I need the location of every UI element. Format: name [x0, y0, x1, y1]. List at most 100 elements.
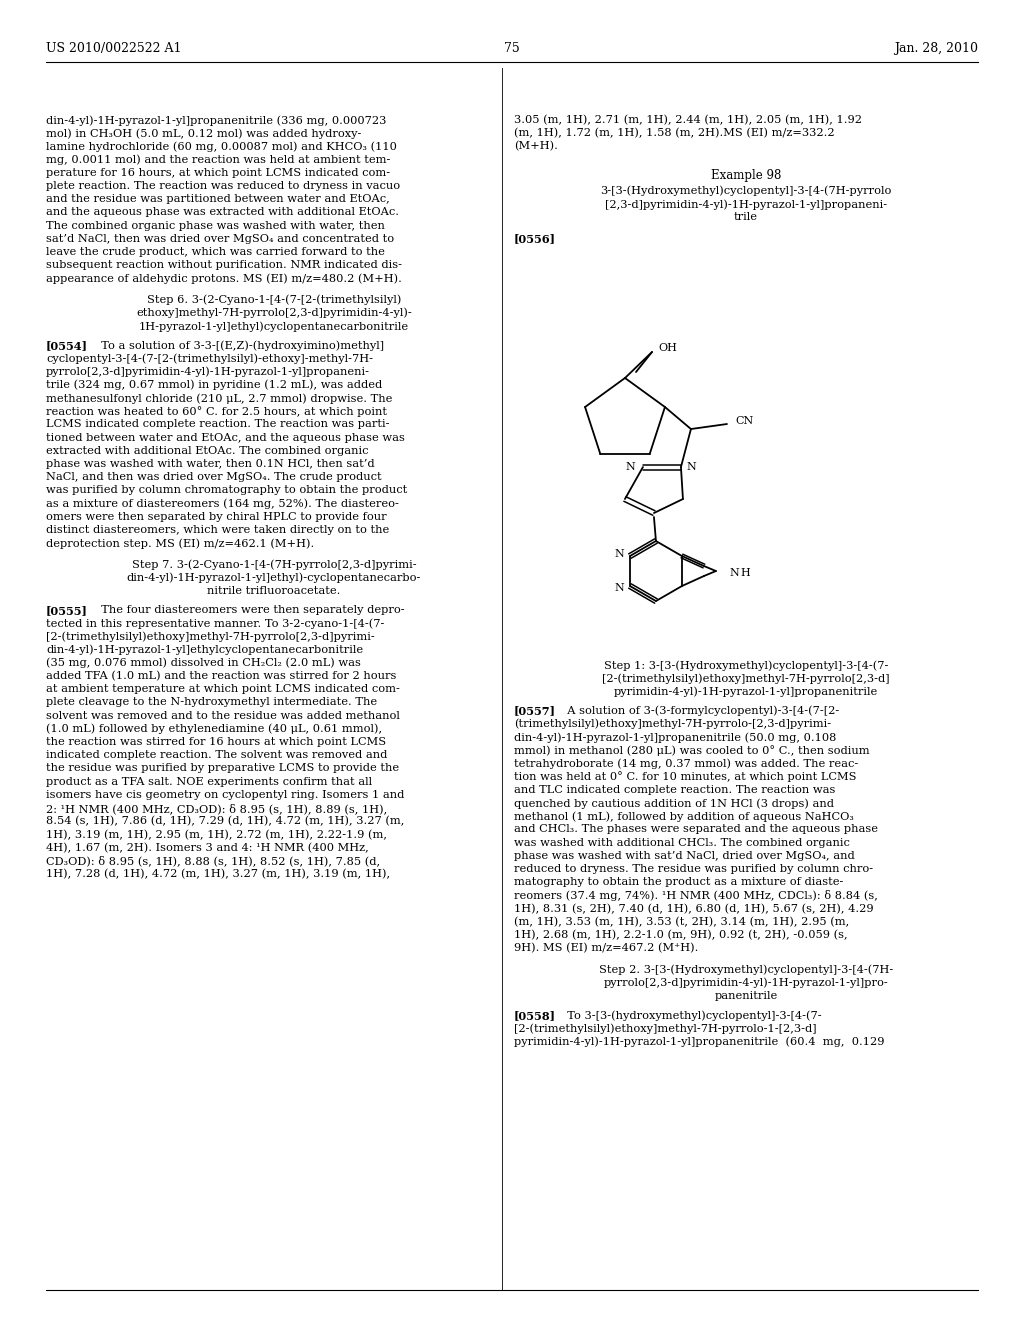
- Text: (35 mg, 0.076 mmol) dissolved in CH₂Cl₂ (2.0 mL) was: (35 mg, 0.076 mmol) dissolved in CH₂Cl₂ …: [46, 657, 360, 668]
- Text: indicated complete reaction. The solvent was removed and: indicated complete reaction. The solvent…: [46, 750, 387, 760]
- Text: din-4-yl)-1H-pyrazol-1-yl]ethylcyclopentanecarbonitrile: din-4-yl)-1H-pyrazol-1-yl]ethylcyclopent…: [46, 644, 364, 655]
- Text: quenched by cautious addition of 1N HCl (3 drops) and: quenched by cautious addition of 1N HCl …: [514, 799, 834, 809]
- Text: [0555]: [0555]: [46, 605, 88, 616]
- Text: the reaction was stirred for 16 hours at which point LCMS: the reaction was stirred for 16 hours at…: [46, 737, 386, 747]
- Text: ethoxy]methyl-7H-pyrrolo[2,3-d]pyrimidin-4-yl)-: ethoxy]methyl-7H-pyrrolo[2,3-d]pyrimidin…: [136, 308, 412, 318]
- Text: Step 2. 3-[3-(Hydroxymethyl)cyclopentyl]-3-[4-(7H-: Step 2. 3-[3-(Hydroxymethyl)cyclopentyl]…: [599, 965, 893, 975]
- Text: added TFA (1.0 mL) and the reaction was stirred for 2 hours: added TFA (1.0 mL) and the reaction was …: [46, 671, 396, 681]
- Text: Jan. 28, 2010: Jan. 28, 2010: [894, 42, 978, 55]
- Text: din-4-yl)-1H-pyrazol-1-yl]propanenitrile (336 mg, 0.000723: din-4-yl)-1H-pyrazol-1-yl]propanenitrile…: [46, 115, 386, 125]
- Text: 2: ¹H NMR (400 MHz, CD₃OD): δ 8.95 (s, 1H), 8.89 (s, 1H),: 2: ¹H NMR (400 MHz, CD₃OD): δ 8.95 (s, 1…: [46, 803, 387, 814]
- Text: Example 98: Example 98: [711, 169, 781, 182]
- Text: CN: CN: [735, 416, 754, 426]
- Text: perature for 16 hours, at which point LCMS indicated com-: perature for 16 hours, at which point LC…: [46, 168, 390, 178]
- Text: 1H), 3.19 (m, 1H), 2.95 (m, 1H), 2.72 (m, 1H), 2.22-1.9 (m,: 1H), 3.19 (m, 1H), 2.95 (m, 1H), 2.72 (m…: [46, 829, 387, 840]
- Text: as a mixture of diastereomers (164 mg, 52%). The diastereo-: as a mixture of diastereomers (164 mg, 5…: [46, 499, 399, 510]
- Text: mol) in CH₃OH (5.0 mL, 0.12 mol) was added hydroxy-: mol) in CH₃OH (5.0 mL, 0.12 mol) was add…: [46, 128, 361, 139]
- Text: To 3-[3-(hydroxymethyl)cyclopentyl]-3-[4-(7-: To 3-[3-(hydroxymethyl)cyclopentyl]-3-[4…: [560, 1010, 821, 1020]
- Text: 8.54 (s, 1H), 7.86 (d, 1H), 7.29 (d, 1H), 4.72 (m, 1H), 3.27 (m,: 8.54 (s, 1H), 7.86 (d, 1H), 7.29 (d, 1H)…: [46, 816, 404, 826]
- Text: tetrahydroborate (14 mg, 0.37 mmol) was added. The reac-: tetrahydroborate (14 mg, 0.37 mmol) was …: [514, 759, 858, 770]
- Text: tion was held at 0° C. for 10 minutes, at which point LCMS: tion was held at 0° C. for 10 minutes, a…: [514, 772, 856, 783]
- Text: (m, 1H), 1.72 (m, 1H), 1.58 (m, 2H).MS (EI) m/z=332.2: (m, 1H), 1.72 (m, 1H), 1.58 (m, 2H).MS (…: [514, 128, 835, 139]
- Text: and TLC indicated complete reaction. The reaction was: and TLC indicated complete reaction. The…: [514, 785, 836, 795]
- Text: pyrrolo[2,3-d]pyrimidin-4-yl)-1H-pyrazol-1-yl]pro-: pyrrolo[2,3-d]pyrimidin-4-yl)-1H-pyrazol…: [603, 978, 889, 989]
- Text: trile: trile: [734, 213, 758, 222]
- Text: extracted with additional EtOAc. The combined organic: extracted with additional EtOAc. The com…: [46, 446, 369, 455]
- Text: [2-(trimethylsilyl)ethoxy]methyl-7H-pyrrolo-1-[2,3-d]: [2-(trimethylsilyl)ethoxy]methyl-7H-pyrr…: [514, 1023, 816, 1034]
- Text: 1H-pyrazol-1-yl]ethyl)cyclopentanecarbonitrile: 1H-pyrazol-1-yl]ethyl)cyclopentanecarbon…: [139, 321, 409, 331]
- Text: N: N: [614, 583, 624, 593]
- Text: [2-(trimethylsilyl)ethoxy]methyl-7H-pyrrolo[2,3-d]pyrimi-: [2-(trimethylsilyl)ethoxy]methyl-7H-pyrr…: [46, 631, 375, 642]
- Text: A solution of 3-(3-formylcyclopentyl)-3-[4-(7-[2-: A solution of 3-(3-formylcyclopentyl)-3-…: [560, 706, 840, 717]
- Text: [0556]: [0556]: [514, 234, 556, 244]
- Text: at ambient temperature at which point LCMS indicated com-: at ambient temperature at which point LC…: [46, 684, 400, 694]
- Text: N: N: [626, 462, 635, 473]
- Text: deprotection step. MS (EI) m/z=462.1 (M+H).: deprotection step. MS (EI) m/z=462.1 (M+…: [46, 539, 314, 549]
- Text: panenitrile: panenitrile: [715, 991, 777, 1001]
- Text: and the residue was partitioned between water and EtOAc,: and the residue was partitioned between …: [46, 194, 390, 205]
- Text: cyclopentyl-3-[4-(7-[2-(trimethylsilyl)-ethoxy]-methyl-7H-: cyclopentyl-3-[4-(7-[2-(trimethylsilyl)-…: [46, 354, 373, 364]
- Text: [0558]: [0558]: [514, 1010, 556, 1020]
- Text: trile (324 mg, 0.67 mmol) in pyridine (1.2 mL), was added: trile (324 mg, 0.67 mmol) in pyridine (1…: [46, 380, 382, 391]
- Text: solvent was removed and to the residue was added methanol: solvent was removed and to the residue w…: [46, 710, 400, 721]
- Text: plete reaction. The reaction was reduced to dryness in vacuo: plete reaction. The reaction was reduced…: [46, 181, 400, 191]
- Text: 1H), 8.31 (s, 2H), 7.40 (d, 1H), 6.80 (d, 1H), 5.67 (s, 2H), 4.29: 1H), 8.31 (s, 2H), 7.40 (d, 1H), 6.80 (d…: [514, 904, 873, 913]
- Text: was purified by column chromatography to obtain the product: was purified by column chromatography to…: [46, 486, 408, 495]
- Text: 3-[3-(Hydroxymethyl)cyclopentyl]-3-[4-(7H-pyrrolo: 3-[3-(Hydroxymethyl)cyclopentyl]-3-[4-(7…: [600, 186, 892, 197]
- Text: phase was washed with water, then 0.1N HCl, then sat’d: phase was washed with water, then 0.1N H…: [46, 459, 375, 469]
- Text: product as a TFA salt. NOE experiments confirm that all: product as a TFA salt. NOE experiments c…: [46, 776, 372, 787]
- Text: leave the crude product, which was carried forward to the: leave the crude product, which was carri…: [46, 247, 385, 257]
- Text: 1H), 2.68 (m, 1H), 2.2-1.0 (m, 9H), 0.92 (t, 2H), -0.059 (s,: 1H), 2.68 (m, 1H), 2.2-1.0 (m, 9H), 0.92…: [514, 931, 848, 940]
- Text: [2,3-d]pyrimidin-4-yl)-1H-pyrazol-1-yl]propaneni-: [2,3-d]pyrimidin-4-yl)-1H-pyrazol-1-yl]p…: [605, 199, 887, 210]
- Text: tected in this representative manner. To 3-2-cyano-1-[4-(7-: tected in this representative manner. To…: [46, 618, 384, 628]
- Text: LCMS indicated complete reaction. The reaction was parti-: LCMS indicated complete reaction. The re…: [46, 420, 389, 429]
- Text: 3.05 (m, 1H), 2.71 (m, 1H), 2.44 (m, 1H), 2.05 (m, 1H), 1.92: 3.05 (m, 1H), 2.71 (m, 1H), 2.44 (m, 1H)…: [514, 115, 862, 125]
- Text: (M+H).: (M+H).: [514, 141, 558, 152]
- Text: 75: 75: [504, 42, 520, 55]
- Text: NaCl, and then was dried over MgSO₄. The crude product: NaCl, and then was dried over MgSO₄. The…: [46, 473, 382, 482]
- Text: methanol (1 mL), followed by addition of aqueous NaHCO₃: methanol (1 mL), followed by addition of…: [514, 812, 854, 822]
- Text: (1.0 mL) followed by ethylenediamine (40 μL, 0.61 mmol),: (1.0 mL) followed by ethylenediamine (40…: [46, 723, 382, 734]
- Text: subsequent reaction without purification. NMR indicated dis-: subsequent reaction without purification…: [46, 260, 402, 271]
- Text: Step 1: 3-[3-(Hydroxymethyl)cyclopentyl]-3-[4-(7-: Step 1: 3-[3-(Hydroxymethyl)cyclopentyl]…: [604, 660, 888, 671]
- Text: reaction was heated to 60° C. for 2.5 hours, at which point: reaction was heated to 60° C. for 2.5 ho…: [46, 407, 387, 417]
- Text: H: H: [740, 568, 750, 578]
- Text: N: N: [730, 568, 739, 578]
- Text: distinct diastereomers, which were taken directly on to the: distinct diastereomers, which were taken…: [46, 525, 389, 535]
- Text: lamine hydrochloride (60 mg, 0.00087 mol) and KHCO₃ (110: lamine hydrochloride (60 mg, 0.00087 mol…: [46, 141, 397, 152]
- Text: OH: OH: [658, 343, 677, 352]
- Text: [0557]: [0557]: [514, 706, 556, 717]
- Text: [0554]: [0554]: [46, 341, 88, 351]
- Text: pyrimidin-4-yl)-1H-pyrazol-1-yl]propanenitrile  (60.4  mg,  0.129: pyrimidin-4-yl)-1H-pyrazol-1-yl]propanen…: [514, 1036, 885, 1047]
- Text: Step 6. 3-(2-Cyano-1-[4-(7-[2-(trimethylsilyl): Step 6. 3-(2-Cyano-1-[4-(7-[2-(trimethyl…: [146, 294, 401, 305]
- Text: din-4-yl)-1H-pyrazol-1-yl]ethyl)-cyclopentanecarbo-: din-4-yl)-1H-pyrazol-1-yl]ethyl)-cyclope…: [127, 573, 421, 583]
- Text: mmol) in methanol (280 μL) was cooled to 0° C., then sodium: mmol) in methanol (280 μL) was cooled to…: [514, 746, 869, 756]
- Text: N: N: [687, 462, 696, 473]
- Text: (trimethylsilyl)ethoxy]methyl-7H-pyrrolo-[2,3-d]pyrimi-: (trimethylsilyl)ethoxy]methyl-7H-pyrrolo…: [514, 719, 831, 730]
- Text: Step 7. 3-(2-Cyano-1-[4-(7H-pyrrolo[2,3-d]pyrimi-: Step 7. 3-(2-Cyano-1-[4-(7H-pyrrolo[2,3-…: [132, 560, 417, 570]
- Text: nitrile trifluoroacetate.: nitrile trifluoroacetate.: [207, 586, 341, 595]
- Text: 4H), 1.67 (m, 2H). Isomers 3 and 4: ¹H NMR (400 MHz,: 4H), 1.67 (m, 2H). Isomers 3 and 4: ¹H N…: [46, 842, 369, 853]
- Text: and CHCl₃. The phases were separated and the aqueous phase: and CHCl₃. The phases were separated and…: [514, 825, 878, 834]
- Text: The combined organic phase was washed with water, then: The combined organic phase was washed wi…: [46, 220, 385, 231]
- Text: CD₃OD): δ 8.95 (s, 1H), 8.88 (s, 1H), 8.52 (s, 1H), 7.85 (d,: CD₃OD): δ 8.95 (s, 1H), 8.88 (s, 1H), 8.…: [46, 855, 380, 867]
- Text: pyrimidin-4-yl)-1H-pyrazol-1-yl]propanenitrile: pyrimidin-4-yl)-1H-pyrazol-1-yl]propanen…: [613, 686, 879, 697]
- Text: plete cleavage to the N-hydroxymethyl intermediate. The: plete cleavage to the N-hydroxymethyl in…: [46, 697, 377, 708]
- Text: tioned between water and EtOAc, and the aqueous phase was: tioned between water and EtOAc, and the …: [46, 433, 404, 442]
- Text: matography to obtain the product as a mixture of diaste-: matography to obtain the product as a mi…: [514, 878, 844, 887]
- Text: appearance of aldehydic protons. MS (EI) m/z=480.2 (M+H).: appearance of aldehydic protons. MS (EI)…: [46, 273, 401, 284]
- Text: (m, 1H), 3.53 (m, 1H), 3.53 (t, 2H), 3.14 (m, 1H), 2.95 (m,: (m, 1H), 3.53 (m, 1H), 3.53 (t, 2H), 3.1…: [514, 917, 849, 927]
- Text: methanesulfonyl chloride (210 μL, 2.7 mmol) dropwise. The: methanesulfonyl chloride (210 μL, 2.7 mm…: [46, 393, 392, 404]
- Text: isomers have cis geometry on cyclopentyl ring. Isomers 1 and: isomers have cis geometry on cyclopentyl…: [46, 789, 404, 800]
- Text: sat’d NaCl, then was dried over MgSO₄ and concentrated to: sat’d NaCl, then was dried over MgSO₄ an…: [46, 234, 394, 244]
- Text: din-4-yl)-1H-pyrazol-1-yl]propanenitrile (50.0 mg, 0.108: din-4-yl)-1H-pyrazol-1-yl]propanenitrile…: [514, 733, 837, 743]
- Text: [2-(trimethylsilyl)ethoxy]methyl-7H-pyrrolo[2,3-d]: [2-(trimethylsilyl)ethoxy]methyl-7H-pyrr…: [602, 673, 890, 684]
- Text: omers were then separated by chiral HPLC to provide four: omers were then separated by chiral HPLC…: [46, 512, 387, 521]
- Text: phase was washed with sat’d NaCl, dried over MgSO₄, and: phase was washed with sat’d NaCl, dried …: [514, 851, 855, 861]
- Text: mg, 0.0011 mol) and the reaction was held at ambient tem-: mg, 0.0011 mol) and the reaction was hel…: [46, 154, 390, 165]
- Text: reomers (37.4 mg, 74%). ¹H NMR (400 MHz, CDCl₃): δ 8.84 (s,: reomers (37.4 mg, 74%). ¹H NMR (400 MHz,…: [514, 891, 878, 902]
- Text: US 2010/0022522 A1: US 2010/0022522 A1: [46, 42, 181, 55]
- Text: 9H). MS (EI) m/z=467.2 (M⁺H).: 9H). MS (EI) m/z=467.2 (M⁺H).: [514, 944, 698, 953]
- Text: reduced to dryness. The residue was purified by column chro-: reduced to dryness. The residue was puri…: [514, 865, 873, 874]
- Text: To a solution of 3-3-[(E,Z)-(hydroxyimino)methyl]: To a solution of 3-3-[(E,Z)-(hydroxyimin…: [94, 341, 384, 351]
